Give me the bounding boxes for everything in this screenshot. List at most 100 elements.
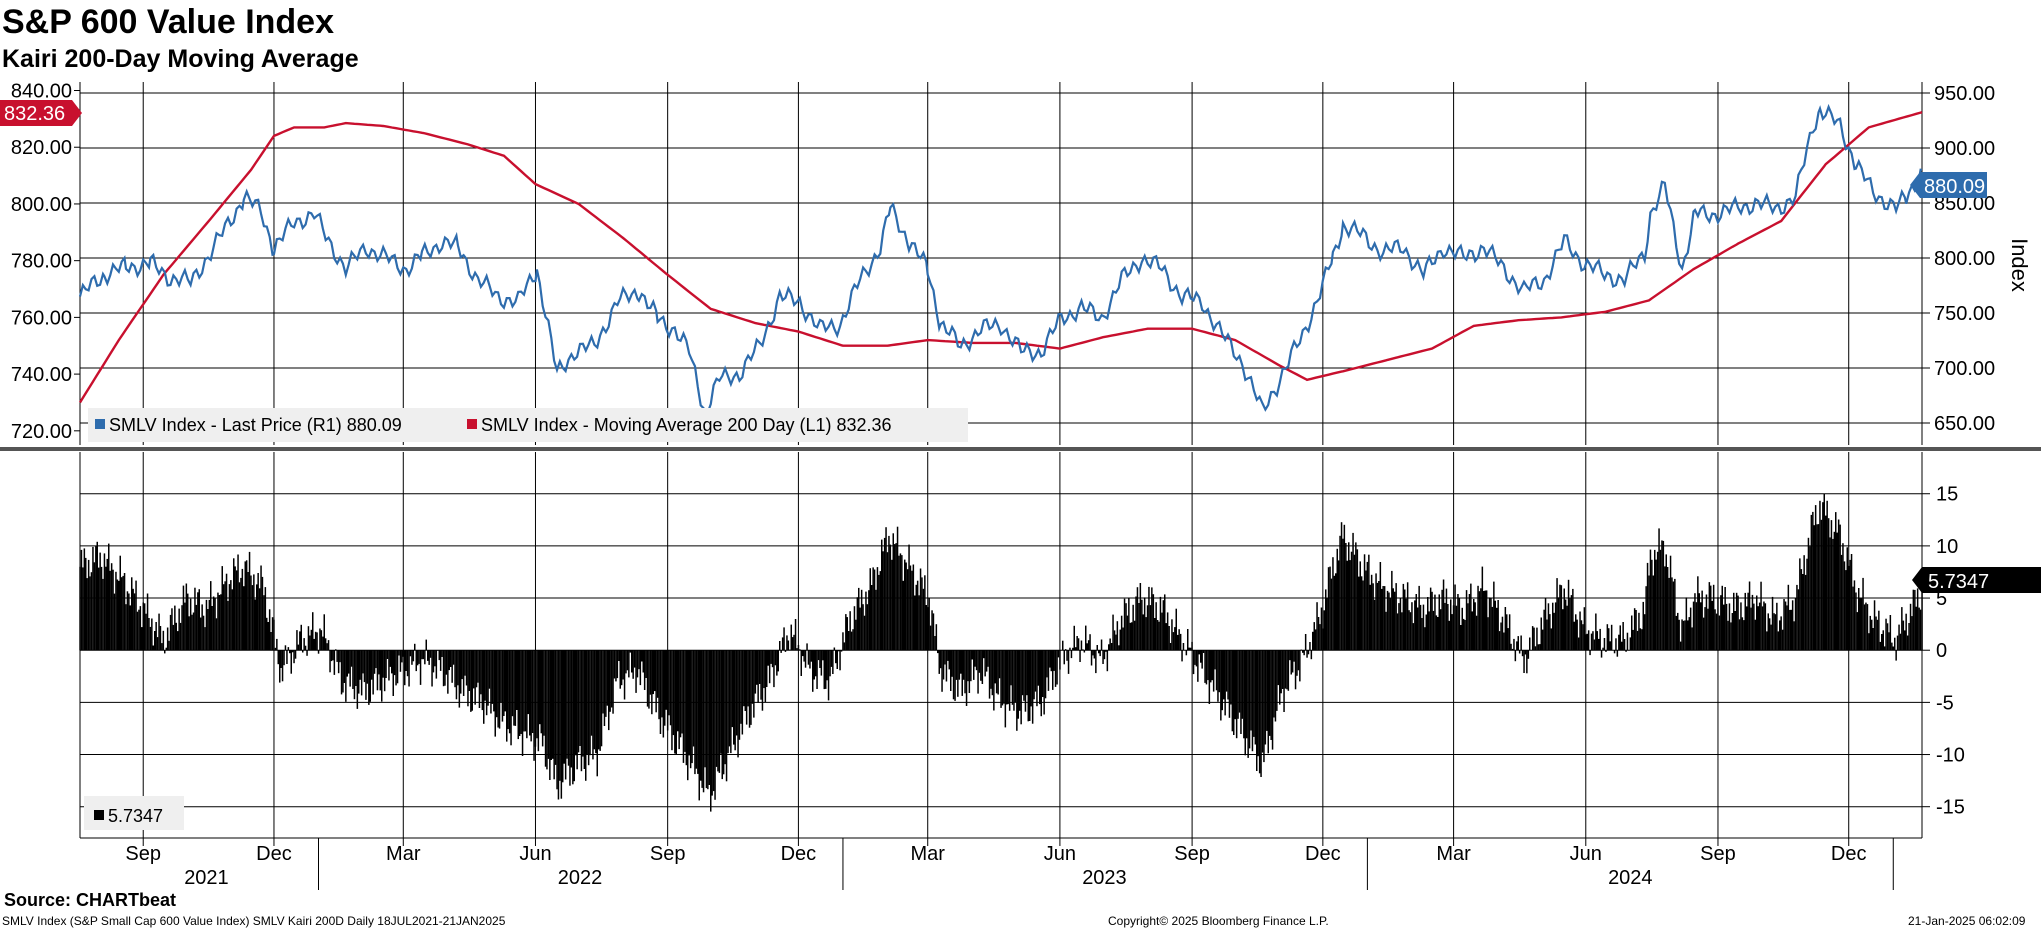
kairi-bar [85, 557, 87, 651]
kairi-bar [1441, 589, 1443, 651]
kairi-bar [758, 650, 761, 684]
kairi-bar [1748, 581, 1751, 651]
kairi-bar [1416, 607, 1419, 651]
kairi-bar [1044, 650, 1047, 699]
kairi-bar [1280, 650, 1282, 694]
kairi-bar [322, 636, 324, 651]
kairi-bar [465, 650, 468, 686]
kairi-bar [487, 650, 489, 706]
kairi-bar [1294, 650, 1297, 690]
kairi-bar [994, 650, 996, 684]
kairi-bar [1245, 650, 1248, 739]
kairi-bar [1576, 619, 1578, 651]
kairi-bar [119, 555, 121, 651]
kairi-bar [760, 650, 762, 700]
kairi-bar [921, 577, 923, 651]
kairi-bar [1608, 628, 1610, 651]
kairi-bar [1793, 621, 1795, 651]
kairi-bar [133, 593, 136, 651]
kairi-bar [863, 615, 866, 651]
kairi-bar [211, 606, 213, 651]
kairi-bar [592, 650, 594, 760]
kairi-bar [221, 566, 223, 651]
kairi-bar [1885, 618, 1887, 651]
kairi-bar [1629, 637, 1632, 651]
kairi-bar [165, 647, 167, 651]
kairi-bar [1675, 615, 1678, 651]
kairi-bar [991, 650, 994, 696]
right-axis-label: 700.00 [1934, 358, 1995, 380]
top-legend: SMLV Index - Last Price (R1) 880.09 SMLV… [88, 408, 968, 442]
kairi-bar [1070, 650, 1073, 659]
kairi-bar [835, 650, 837, 664]
kairi-bar [596, 650, 598, 777]
kairi-bar [1062, 640, 1064, 651]
kairi-bar [728, 650, 731, 747]
kairi-bar [577, 650, 580, 753]
kairi-bar [1738, 619, 1741, 651]
kairi-bar [1579, 611, 1581, 651]
kairi-bar [1474, 602, 1476, 651]
kairi-bar [701, 650, 703, 788]
kairi-bar [123, 573, 126, 651]
kairi-bar [1840, 554, 1843, 651]
kairi-bar [1330, 578, 1333, 651]
kairi-bar [1646, 562, 1649, 651]
kairi-bar [1171, 619, 1173, 651]
kairi-bar [1108, 644, 1110, 651]
kairi-bar [156, 637, 159, 651]
kairi-bar [1152, 594, 1155, 651]
kairi-bar [507, 650, 509, 730]
kairi-bar [1052, 650, 1054, 690]
kairi-bar [573, 650, 575, 782]
kairi-bar [256, 584, 258, 651]
kairi-bar [1217, 650, 1219, 702]
bottom-axis-label: -10 [1936, 745, 1965, 767]
kairi-bar [1273, 650, 1275, 718]
kairi-bar [539, 650, 541, 725]
kairi-bar [889, 544, 892, 651]
kairi-bar [1335, 573, 1337, 651]
kairi-bar [1610, 624, 1613, 651]
kairi-bar [770, 650, 772, 664]
kairi-bar [379, 650, 381, 691]
kairi-bar [253, 574, 255, 651]
kairi-bar [860, 589, 863, 651]
kairi-bar [1613, 650, 1616, 654]
kairi-bar [761, 650, 764, 711]
kairi-bar [197, 592, 199, 651]
kairi-bar [1822, 502, 1824, 651]
kairi-bar [827, 650, 830, 701]
kairi-bar [1106, 650, 1109, 672]
kairi-bar [210, 581, 212, 651]
kairi-bar [1165, 623, 1167, 651]
kairi-bar [131, 577, 133, 651]
kairi-bar [1241, 650, 1244, 719]
x-month-label: Dec [1831, 843, 1867, 865]
kairi-bar [1437, 617, 1439, 651]
kairi-bar [1129, 622, 1132, 651]
kairi-bar [497, 650, 499, 728]
kairi-bar [1396, 613, 1399, 651]
kairi-bar [135, 580, 137, 651]
kairi-last-value: 5.7347 [1928, 571, 1989, 593]
kairi-bar [661, 650, 663, 718]
kairi-bar [600, 650, 603, 747]
kairi-bar [1485, 590, 1488, 651]
kairi-bar [1829, 537, 1831, 651]
kairi-bar [990, 650, 992, 689]
kairi-bar [609, 650, 611, 712]
kairi-bar [1507, 628, 1509, 651]
price-line [78, 103, 1923, 414]
kairi-bar [1626, 632, 1629, 651]
kairi-bar [455, 650, 458, 700]
kairi-bar [1169, 643, 1172, 651]
kairi-bar [1475, 615, 1478, 651]
kairi-bar [1577, 637, 1580, 651]
x-month-label: Sep [125, 843, 161, 865]
kairi-bar [1128, 598, 1130, 651]
kairi-bar [876, 567, 879, 651]
kairi-bar [1013, 650, 1015, 711]
kairi-bar [353, 650, 356, 700]
kairi-bar [1244, 650, 1246, 756]
